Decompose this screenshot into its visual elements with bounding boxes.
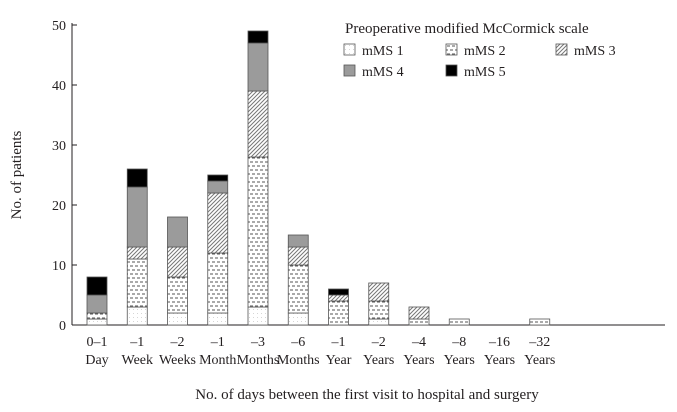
bar-segment-mms2-8 xyxy=(408,318,430,326)
bar-segment-mms1-5 xyxy=(287,312,309,326)
legend-title: Preoperative modified McCormick scale xyxy=(345,21,589,37)
bar-segment-mms4-4 xyxy=(247,42,269,92)
bar-segment-mms5-4 xyxy=(247,30,269,44)
bar-segment-mms3-5 xyxy=(287,246,309,266)
x-tick-label: –6 xyxy=(290,335,305,350)
y-tick-label: 10 xyxy=(52,259,66,274)
x-tick-label: –2 xyxy=(371,335,386,350)
bar-segment-mms2-9 xyxy=(448,318,470,326)
bar-segment-mms2-6 xyxy=(328,300,349,326)
bar-segment-mms5-3 xyxy=(207,174,229,182)
legend-label-mms5: mMS 5 xyxy=(464,65,506,80)
bar-segment-mms2-2 xyxy=(167,276,188,314)
bar-segment-mms4-5 xyxy=(287,234,309,248)
bar-segment-mms4-1 xyxy=(126,186,148,248)
x-tick-label: –1 xyxy=(129,335,144,350)
y-tick-label: 40 xyxy=(52,79,66,94)
x-tick-label: –2 xyxy=(170,335,185,350)
x-tick-label: Years xyxy=(403,353,434,368)
x-tick-label: Month xyxy=(199,353,236,368)
x-tick-label: –4 xyxy=(411,335,426,350)
bar-segment-mms5-0 xyxy=(86,276,108,296)
bar-segment-mms5-1 xyxy=(126,168,148,188)
x-tick-label: –32 xyxy=(528,335,550,350)
bar-segment-mms4-0 xyxy=(86,294,108,314)
y-tick-label: 30 xyxy=(52,139,66,154)
bar-segment-mms1-4 xyxy=(247,306,269,326)
x-tick-label: Years xyxy=(363,353,394,368)
legend-label-mms3: mMS 3 xyxy=(574,44,616,59)
x-axis-title: No. of days between the first visit to h… xyxy=(195,387,539,403)
legend-swatch-mms3 xyxy=(555,43,568,56)
legend: Preoperative modified McCormick scale mM… xyxy=(343,21,616,80)
x-tick-label: –1 xyxy=(210,335,225,350)
bar-segment-mms5-6 xyxy=(328,288,349,296)
bar-segment-mms3-8 xyxy=(408,306,430,320)
x-tick-label: Years xyxy=(444,353,475,368)
y-axis-title: No. of patients xyxy=(9,130,25,219)
x-tick-label: Months xyxy=(237,353,280,368)
legend-label-mms1: mMS 1 xyxy=(362,44,404,59)
bars-group xyxy=(86,30,551,326)
bar-segment-mms1-3 xyxy=(207,312,229,326)
bar-segment-mms1-2 xyxy=(167,312,188,326)
legend-label-mms4: mMS 4 xyxy=(362,65,404,80)
x-tick-labels: 0–1 Day –1 Week –2 Weeks –1 Month –3 Months –6 Mont… xyxy=(85,335,555,368)
y-tick-labels: 0 10 20 30 40 50 xyxy=(52,19,66,334)
x-tick-label: Months xyxy=(277,353,320,368)
bar-segment-mms3-1 xyxy=(126,246,148,260)
x-tick-label: Week xyxy=(121,353,153,368)
x-tick-label: –16 xyxy=(488,335,510,350)
bar-segment-mms4-3 xyxy=(207,180,229,194)
bar-segment-mms1-1 xyxy=(126,306,148,326)
bar-segment-mms3-6 xyxy=(328,294,349,302)
x-tick-label: –8 xyxy=(451,335,466,350)
bar-segment-mms2-3 xyxy=(207,252,229,314)
legend-swatch-mms4 xyxy=(343,64,356,77)
x-tick-label: –3 xyxy=(250,335,265,350)
bar-segment-mms3-2 xyxy=(167,246,188,278)
x-tick-label: Day xyxy=(85,353,108,368)
bar-segment-mms2-7 xyxy=(368,300,390,320)
bar-segment-mms3-4 xyxy=(247,90,269,158)
legend-swatch-mms1 xyxy=(343,43,356,56)
bar-segment-mms2-1 xyxy=(126,258,148,308)
x-tick-label: Year xyxy=(326,353,352,368)
bar-segment-mms2-4 xyxy=(247,156,269,308)
y-tick-label: 20 xyxy=(52,199,66,214)
bar-segment-mms3-3 xyxy=(207,192,229,254)
x-tick-label: Years xyxy=(484,353,515,368)
y-tick-label: 50 xyxy=(52,19,66,34)
bar-segment-mms2-5 xyxy=(287,264,309,314)
legend-swatch-mms2 xyxy=(445,43,458,56)
x-tick-label: 0–1 xyxy=(87,335,108,350)
x-tick-label: Years xyxy=(524,353,555,368)
legend-label-mms2: mMS 2 xyxy=(464,44,506,59)
bar-segment-mms3-7 xyxy=(368,282,390,302)
bar-segment-mms1-0 xyxy=(86,318,108,326)
x-tick-label: Weeks xyxy=(159,353,196,368)
x-tick-label: –1 xyxy=(331,335,346,350)
bar-segment-mms2-0 xyxy=(86,312,108,320)
y-tick-label: 0 xyxy=(59,319,66,334)
legend-swatch-mms5 xyxy=(445,64,458,77)
bar-segment-mms4-2 xyxy=(167,216,188,248)
bar-segment-mms2-11 xyxy=(529,318,551,326)
bar-segment-mms1-7 xyxy=(368,318,390,326)
